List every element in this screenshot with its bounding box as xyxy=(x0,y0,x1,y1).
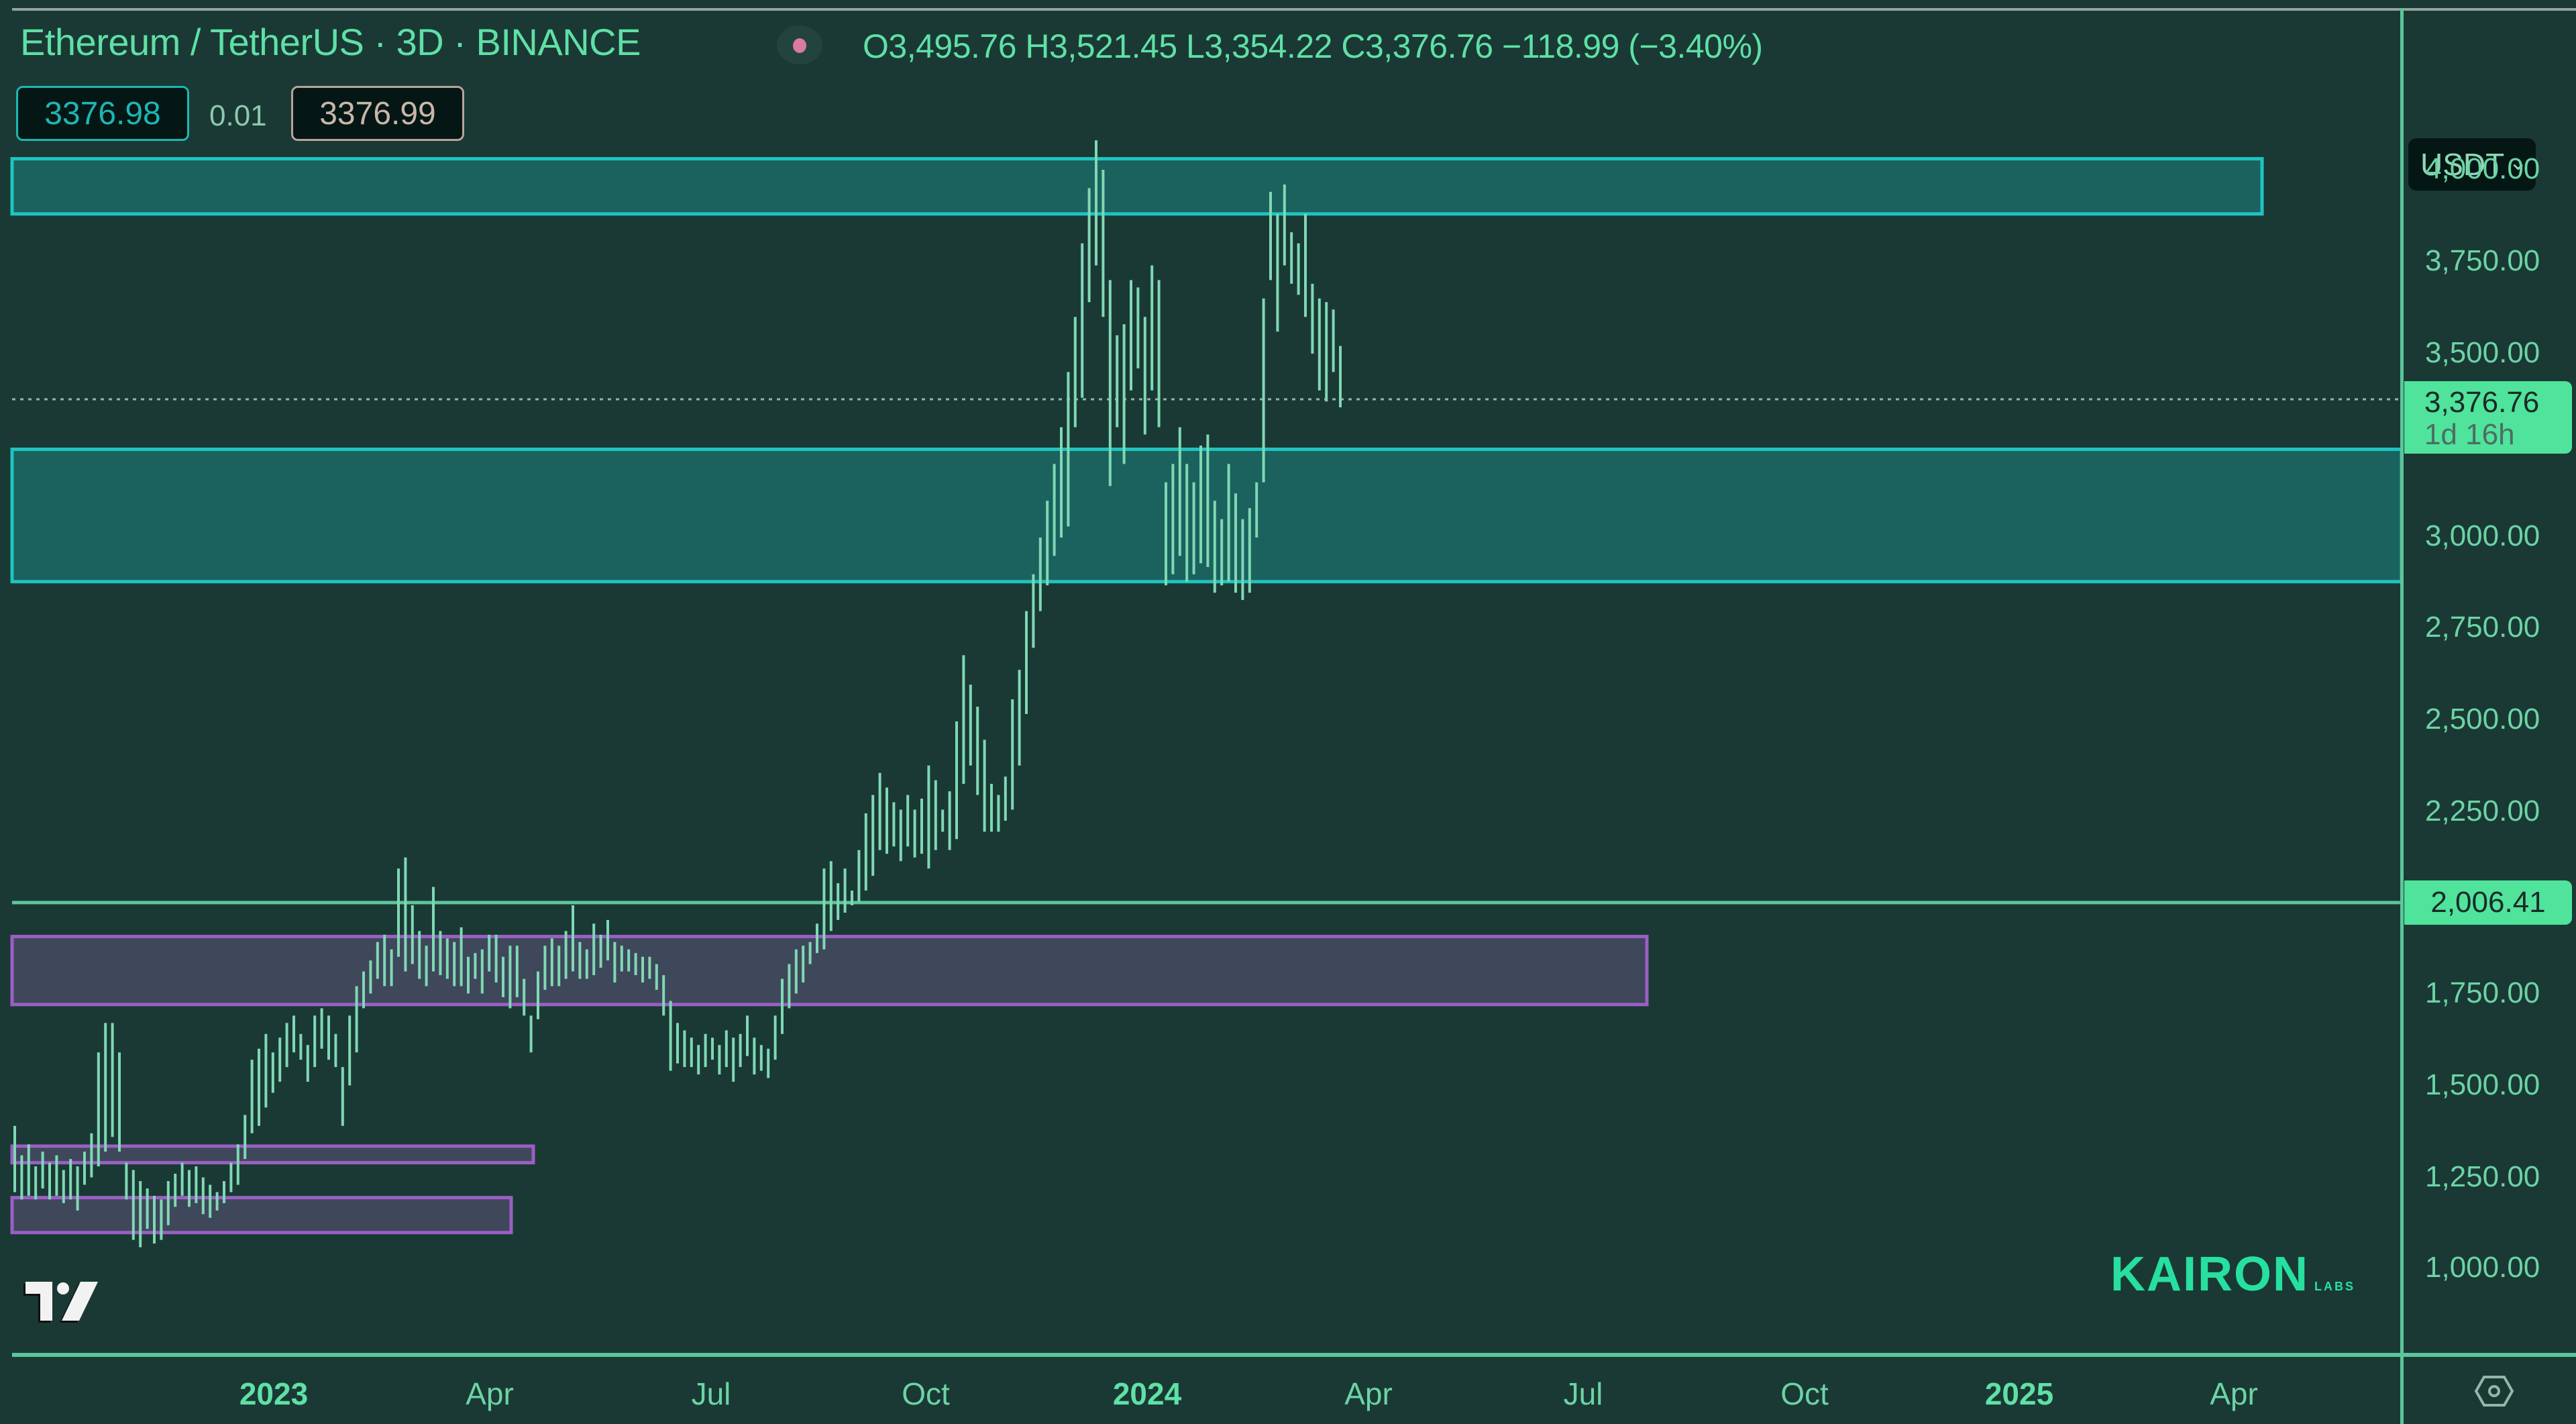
last-price-value: 3,376.76 xyxy=(2424,386,2540,419)
ohlc-bars xyxy=(13,140,1342,1248)
time-axis-label: Apr xyxy=(466,1376,514,1411)
time-axis-label: Oct xyxy=(902,1376,950,1411)
price-chart-canvas[interactable] xyxy=(0,0,2402,1356)
demand-zone-small-2[interactable] xyxy=(10,1196,513,1235)
status-dot-icon xyxy=(793,38,806,53)
tradingview-logo-icon[interactable] xyxy=(23,1279,103,1326)
kairon-watermark: KAIRON LABS xyxy=(2110,1248,2355,1301)
bar-countdown: 1d 16h xyxy=(2424,418,2515,451)
zones-layer xyxy=(10,157,2402,1235)
chevron-down-icon: ⌄ xyxy=(2508,150,2528,175)
price-axis-label: 3,500.00 xyxy=(2425,336,2540,369)
price-axis-label: 4,000.00 xyxy=(2425,152,2540,185)
time-axis-label: Jul xyxy=(1563,1376,1603,1411)
price-axis-label: 1,000.00 xyxy=(2425,1251,2540,1284)
currency-selector[interactable]: USDT ⌄ xyxy=(2408,138,2536,191)
price-axis-label: 2,750.00 xyxy=(2425,611,2540,644)
ohlc-values: O3,495.76 H3,521.45 L3,354.22 C3,376.76 … xyxy=(863,28,1763,65)
time-axis-label: 2023 xyxy=(239,1376,309,1411)
top-border xyxy=(12,8,2576,11)
buy-price-button[interactable]: 3376.99 xyxy=(291,86,464,141)
price-axis-label: 1,500.00 xyxy=(2425,1068,2540,1101)
price-axis-label: 3,750.00 xyxy=(2425,244,2540,277)
time-axis-label: Jul xyxy=(691,1376,731,1411)
currency-label: USDT xyxy=(2420,147,2505,182)
time-axis-label: Apr xyxy=(2210,1376,2258,1411)
price-axis-label: 2,250.00 xyxy=(2425,795,2540,827)
symbol-title[interactable]: Ethereum / TetherUS · 3D · BINANCE xyxy=(20,21,641,63)
market-status-indicator[interactable] xyxy=(777,26,822,64)
price-axis-label: 1,250.00 xyxy=(2425,1160,2540,1193)
spread-value: 0.01 xyxy=(209,99,267,132)
sell-price-button[interactable]: 3376.98 xyxy=(16,86,189,141)
price-axis-label: 2,500.00 xyxy=(2425,703,2540,735)
price-axis-label: 1,750.00 xyxy=(2425,976,2540,1009)
time-axis-label: 2025 xyxy=(1984,1376,2054,1411)
last-price-tag: 3,376.76 1d 16h xyxy=(2404,381,2572,454)
settings-gear-icon[interactable] xyxy=(2474,1374,2514,1408)
time-axis-label: 2024 xyxy=(1112,1376,1182,1411)
demand-zone-main[interactable] xyxy=(10,935,1649,1007)
supply-zone-upper[interactable] xyxy=(10,157,2264,216)
level-price-tag: 2,006.41 xyxy=(2404,880,2572,925)
time-axis-label: Oct xyxy=(1780,1376,1829,1411)
price-axis-label: 3,000.00 xyxy=(2425,519,2540,552)
time-axis-separator xyxy=(12,1353,2576,1357)
price-axis-separator xyxy=(2400,8,2404,1424)
time-axis-label: Apr xyxy=(1344,1376,1393,1411)
